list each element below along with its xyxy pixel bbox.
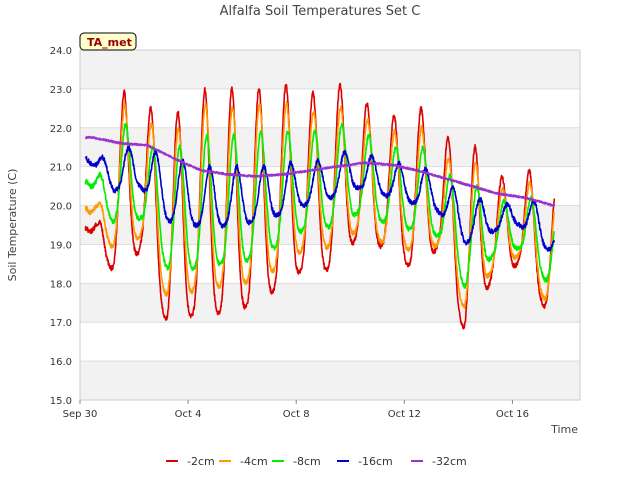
series-line-neg32cm: [84, 135, 556, 207]
y-axis-label: Soil Temperature (C): [6, 169, 19, 282]
x-tick-label: Sep 30: [63, 409, 98, 420]
legend-item: -4cm: [219, 455, 268, 468]
plot-frame: [79, 49, 581, 401]
legend-label: -8cm: [293, 455, 321, 468]
x-axis-ticks: Sep 30 Oct 4 Oct 8 Oct 12 Oct 16: [63, 400, 529, 420]
background-bands: [80, 50, 580, 400]
series-line-neg16cm: [84, 145, 556, 252]
y-tick-label: 23.0: [50, 85, 72, 96]
series-line-neg4cm: [84, 101, 555, 309]
legend-label: -32cm: [432, 455, 467, 468]
x-tick-label: Oct 8: [283, 409, 310, 420]
y-tick-label: 20.0: [50, 202, 72, 213]
y-tick-label: 18.0: [50, 279, 72, 290]
series-layer: [84, 82, 556, 330]
shade-band: [80, 361, 580, 400]
legend-item: -2cm: [166, 455, 215, 468]
y-tick-label: 17.0: [50, 318, 72, 329]
y-tick-label: 15.0: [50, 396, 72, 407]
site-badge-label: TA_met: [87, 36, 132, 49]
x-axis-label: Time: [550, 423, 578, 436]
legend-item: -16cm: [337, 455, 393, 468]
legend-item: -32cm: [411, 455, 467, 468]
series-line-neg2cm: [84, 82, 556, 330]
x-tick-label: Oct 12: [388, 409, 421, 420]
legend-label: -4cm: [240, 455, 268, 468]
series-line-neg8cm: [84, 122, 556, 289]
shade-band: [80, 127, 580, 167]
y-tick-label: 22.0: [50, 124, 72, 135]
legend: -2cm -4cm -8cm -16cm -32cm: [166, 455, 467, 468]
legend-item: -8cm: [272, 455, 321, 468]
x-tick-label: Oct 16: [496, 409, 529, 420]
legend-label: -2cm: [187, 455, 215, 468]
y-tick-label: 21.0: [50, 163, 72, 174]
x-tick-label: Oct 4: [175, 409, 202, 420]
legend-label: -16cm: [358, 455, 393, 468]
shade-band: [80, 283, 580, 323]
chart-title: Alfalfa Soil Temperatures Set C: [220, 4, 421, 19]
y-tick-label: 19.0: [50, 240, 72, 251]
shade-band: [80, 50, 580, 89]
y-tick-label: 16.0: [50, 357, 72, 368]
y-axis-ticks: 15.0 16.0 17.0 18.0 19.0 20.0 21.0 22.0 23.0 24.0: [50, 46, 72, 407]
site-badge: TA_met: [79, 32, 137, 51]
y-tick-label: 24.0: [50, 46, 72, 57]
